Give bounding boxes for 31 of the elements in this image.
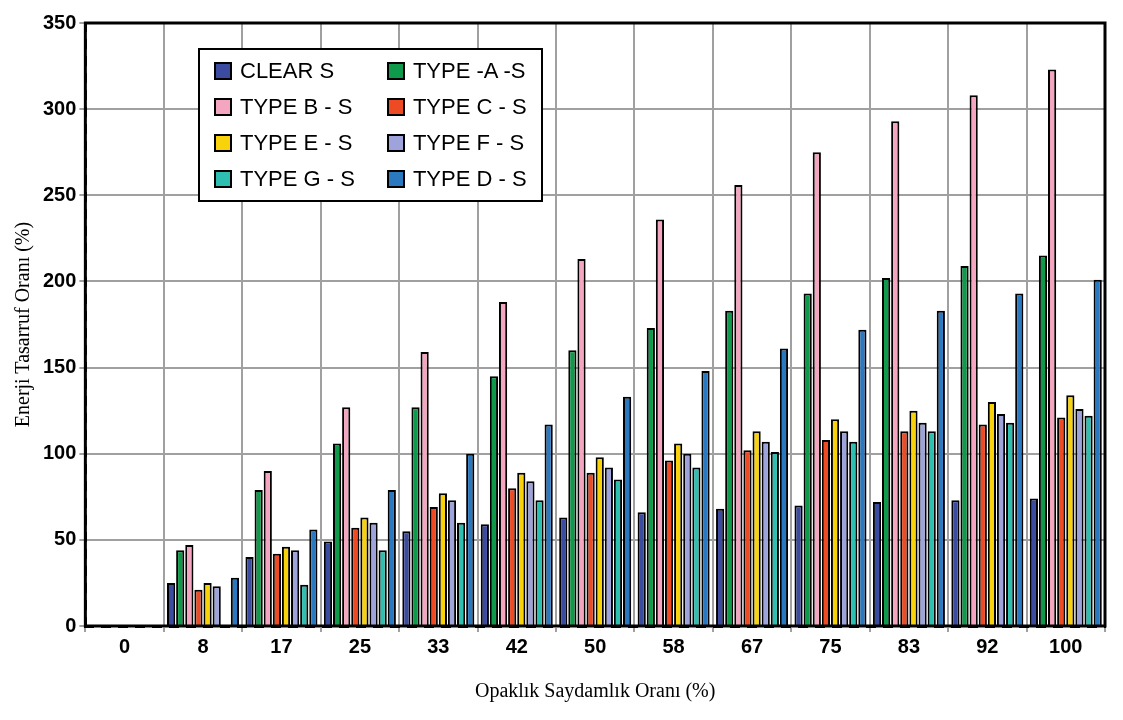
y-tick-label: 300 (42, 96, 77, 119)
x-tick-label: 17 (270, 634, 293, 657)
legend-label: TYPE -A -S (412, 58, 526, 84)
legend-label: TYPE E - S (240, 130, 353, 156)
legend-label: TYPE F - S (412, 130, 525, 156)
y-axis-title: Enerji Tasarruf Oranı (%) (11, 221, 35, 428)
x-axis-title: Opaklık Saydamlık Oranı (%) (474, 679, 716, 703)
x-tick-label: 75 (819, 634, 842, 657)
y-tick-label: 250 (42, 182, 77, 205)
x-tick-label: 83 (897, 634, 921, 657)
x-tick-label: 100 (1049, 634, 1083, 657)
x-tick-label: 25 (348, 634, 372, 657)
y-tick-label: 200 (42, 268, 77, 291)
y-tick-label: 0 (65, 613, 77, 636)
x-tick-label: 8 (197, 634, 209, 657)
y-tick-label: 150 (42, 355, 77, 378)
legend-label: TYPE C - S (412, 94, 527, 120)
legend-label: TYPE D - S (412, 166, 527, 192)
legend-label: CLEAR S (240, 58, 335, 84)
x-tick-label: 67 (740, 634, 764, 657)
legend-label: TYPE B - S (240, 94, 353, 120)
y-tick-label: 350 (42, 10, 77, 33)
x-tick-label: 42 (505, 634, 528, 657)
y-tick-label: 100 (42, 441, 77, 464)
legend-label: TYPE G - S (240, 166, 355, 192)
x-tick-label: 58 (662, 634, 685, 657)
x-tick-label: 50 (584, 634, 607, 657)
y-tick-label: 50 (54, 527, 77, 550)
x-tick-label: 92 (976, 634, 999, 657)
x-tick-label: 0 (119, 634, 131, 657)
x-tick-label: 33 (427, 634, 450, 657)
